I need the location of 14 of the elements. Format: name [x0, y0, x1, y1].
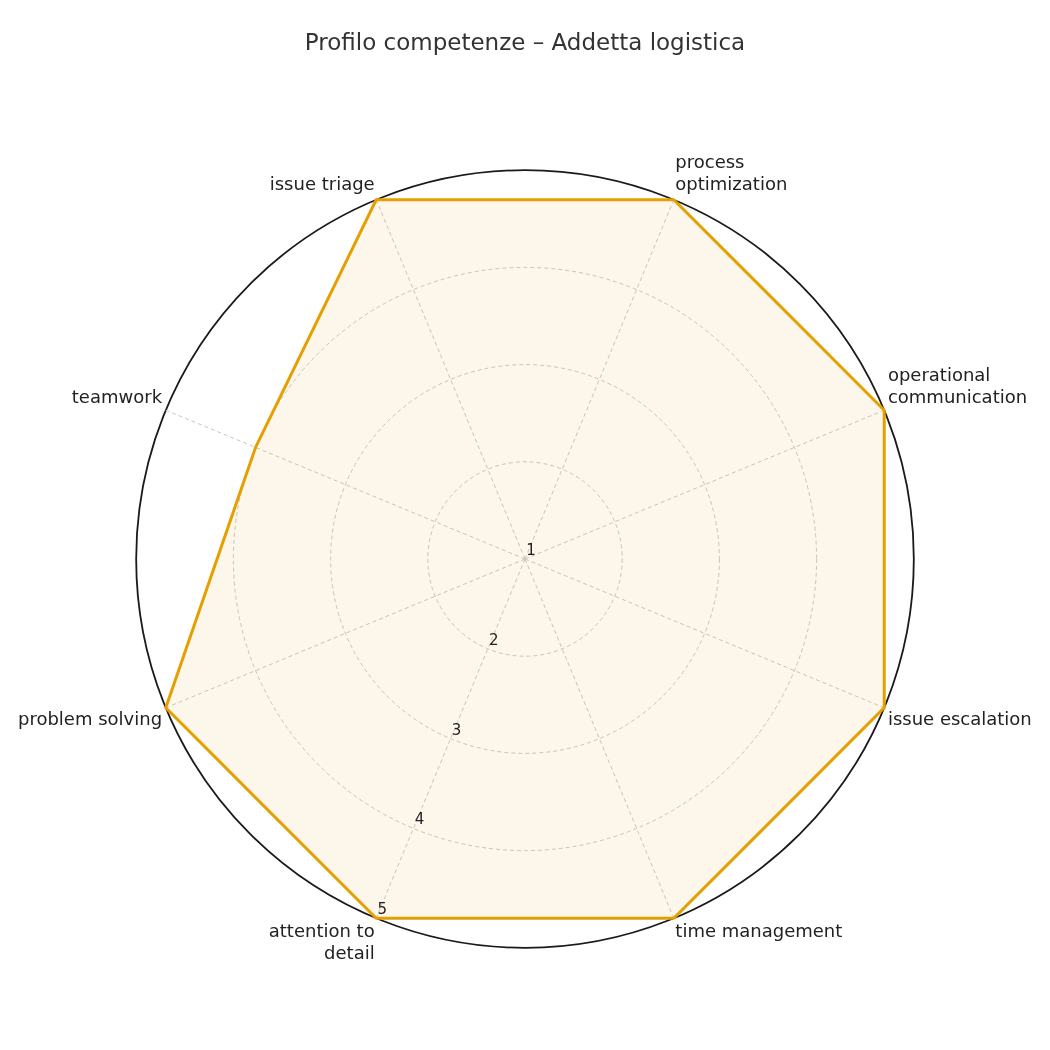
spoke-label: issue escalation: [887, 707, 1032, 729]
spoke-label: time management: [675, 920, 843, 942]
spoke-label: issue triage: [269, 172, 375, 194]
y-tick-label: 3: [451, 720, 462, 739]
chart-title: Profilo competenze – Addetta logistica: [304, 28, 746, 55]
y-tick-label: 4: [414, 810, 425, 829]
spoke-label: teamwork: [71, 385, 163, 407]
y-tick-label: 5: [377, 900, 387, 919]
y-tick-label: 2: [489, 630, 499, 649]
y-tick-label: 1: [526, 540, 536, 559]
spoke-label: process optimization: [675, 151, 788, 194]
spoke-label: operational communication: [887, 363, 1028, 407]
spoke-label: attention to detail: [268, 920, 375, 963]
spoke-label: problem solving: [17, 707, 163, 729]
